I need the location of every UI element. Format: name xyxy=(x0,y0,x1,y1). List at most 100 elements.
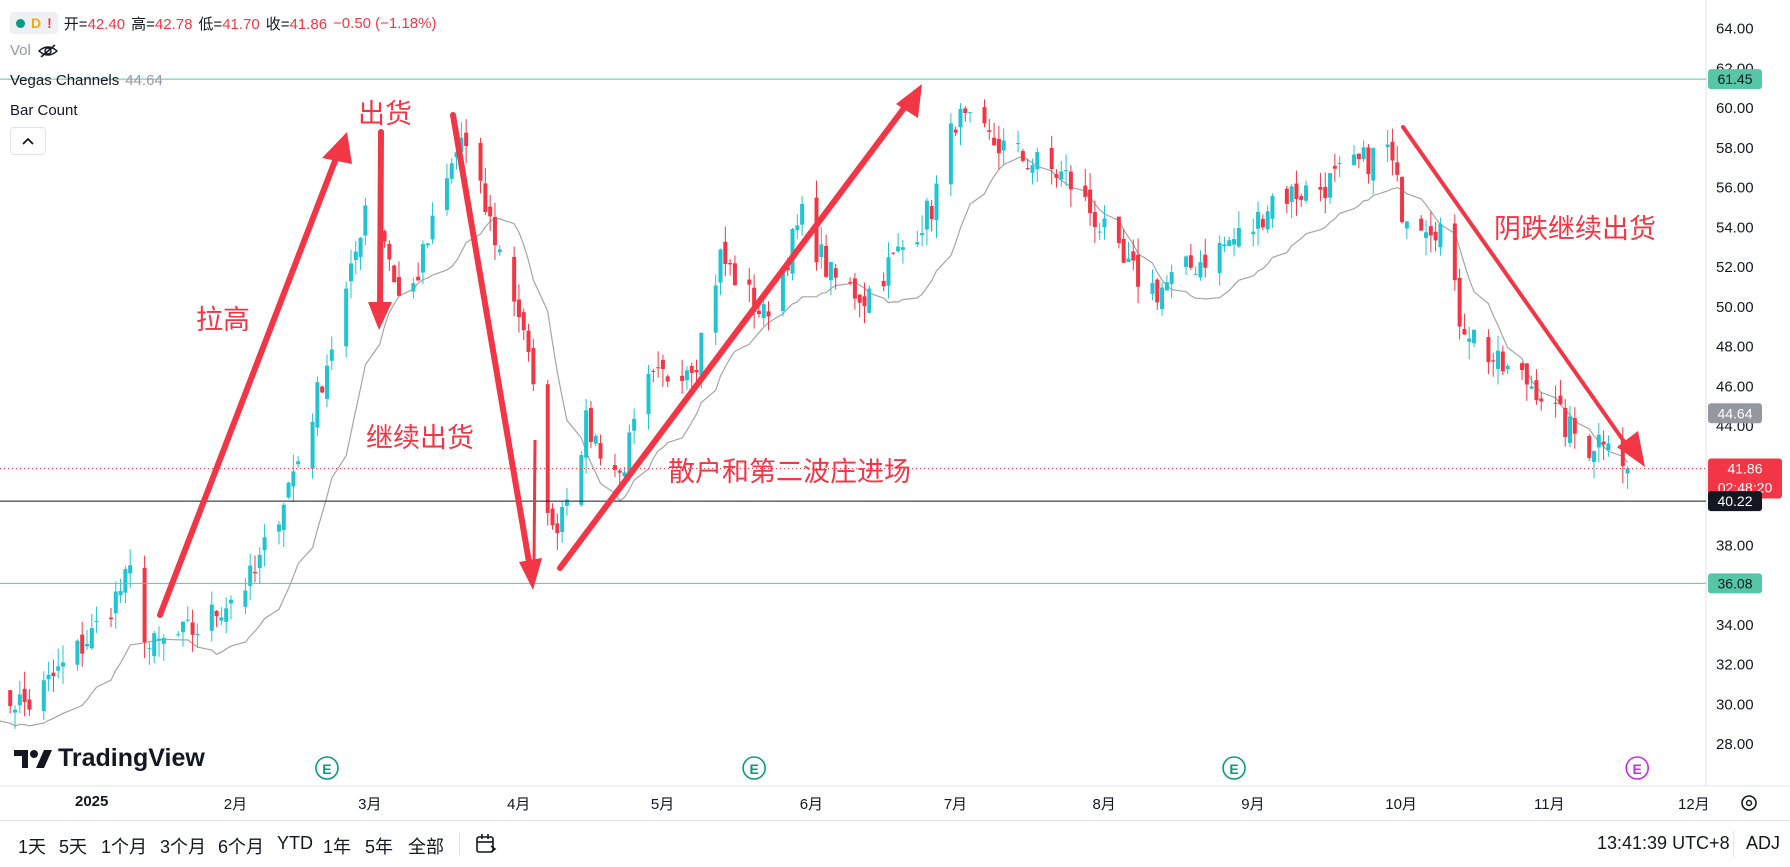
candle[interactable] xyxy=(1428,211,1433,253)
candle[interactable] xyxy=(1136,238,1141,304)
candle[interactable] xyxy=(1395,146,1400,182)
candle[interactable] xyxy=(1553,385,1558,418)
candle[interactable] xyxy=(147,642,152,665)
candle[interactable] xyxy=(1371,147,1376,195)
candle[interactable] xyxy=(612,453,617,478)
candle[interactable] xyxy=(1227,236,1232,247)
collapse-legend-button[interactable] xyxy=(10,127,46,155)
timeframe-button[interactable]: YTD xyxy=(277,833,313,853)
candle[interactable] xyxy=(1164,275,1169,291)
candle[interactable] xyxy=(195,623,200,648)
candle[interactable] xyxy=(588,400,593,449)
candle[interactable] xyxy=(550,503,555,530)
candle[interactable] xyxy=(75,639,80,671)
candle[interactable] xyxy=(17,680,22,714)
candle[interactable] xyxy=(1092,200,1097,243)
candle[interactable] xyxy=(564,488,569,517)
tradingview-logo[interactable]: TradingView xyxy=(14,744,205,773)
candle[interactable] xyxy=(1385,130,1390,163)
candle[interactable] xyxy=(1035,147,1040,182)
candle[interactable] xyxy=(1289,184,1294,219)
candle[interactable] xyxy=(593,433,598,447)
earnings-marker[interactable]: E xyxy=(315,756,339,780)
candle[interactable] xyxy=(425,242,430,249)
candle[interactable] xyxy=(747,267,752,303)
candle[interactable] xyxy=(1486,329,1491,375)
candle[interactable] xyxy=(857,294,862,318)
candle[interactable] xyxy=(1496,335,1501,385)
candle[interactable] xyxy=(142,555,147,658)
candle[interactable] xyxy=(531,338,536,392)
candle[interactable] xyxy=(483,167,488,215)
candle[interactable] xyxy=(516,284,521,333)
candle[interactable] xyxy=(1102,205,1107,240)
candle[interactable] xyxy=(598,434,603,466)
candle[interactable] xyxy=(41,671,46,721)
candle[interactable] xyxy=(1049,135,1054,185)
candle[interactable] xyxy=(248,553,253,601)
candle[interactable] xyxy=(684,366,689,390)
candle[interactable] xyxy=(996,125,1001,170)
candle[interactable] xyxy=(46,661,51,692)
candle[interactable] xyxy=(1188,243,1193,271)
timeframe-button[interactable]: 全部 xyxy=(408,837,444,857)
candle[interactable] xyxy=(1116,216,1121,249)
candle[interactable] xyxy=(22,671,27,717)
candle[interactable] xyxy=(723,226,728,277)
candle[interactable] xyxy=(89,613,94,651)
candle[interactable] xyxy=(891,252,896,256)
candle[interactable] xyxy=(1606,435,1611,457)
candle[interactable] xyxy=(1068,165,1073,207)
candle[interactable] xyxy=(632,408,637,445)
candle[interactable] xyxy=(176,631,181,637)
candle[interactable] xyxy=(1318,172,1323,202)
candle[interactable] xyxy=(584,398,589,474)
candle[interactable] xyxy=(156,626,161,657)
timeframe-button[interactable]: 1天 xyxy=(18,837,47,857)
candle[interactable] xyxy=(27,689,32,716)
candle[interactable] xyxy=(382,229,387,248)
candle[interactable] xyxy=(286,481,291,499)
candle[interactable] xyxy=(656,351,661,378)
candle[interactable] xyxy=(416,262,421,281)
candle[interactable] xyxy=(94,606,99,633)
candle[interactable] xyxy=(1472,329,1477,348)
candle[interactable] xyxy=(420,240,425,285)
candle[interactable] xyxy=(1529,375,1534,390)
candle[interactable] xyxy=(920,215,925,247)
candle[interactable] xyxy=(1304,180,1309,204)
candle[interactable] xyxy=(660,354,665,387)
candle[interactable] xyxy=(1323,172,1328,214)
candle[interactable] xyxy=(680,359,685,394)
candle[interactable] xyxy=(1505,364,1510,375)
candle[interactable] xyxy=(968,111,973,123)
candle[interactable] xyxy=(320,385,325,394)
timeframe-button[interactable]: 5天 xyxy=(59,837,88,857)
candle[interactable] xyxy=(1294,170,1299,216)
timeframe-button[interactable]: 5年 xyxy=(365,837,394,857)
candle[interactable] xyxy=(1462,313,1467,335)
candle[interactable] xyxy=(444,163,449,216)
candle[interactable] xyxy=(1025,158,1030,171)
candle[interactable] xyxy=(886,242,891,299)
candle[interactable] xyxy=(852,272,857,310)
candle[interactable] xyxy=(1054,169,1059,188)
candle[interactable] xyxy=(1126,241,1131,263)
candle[interactable] xyxy=(1088,173,1093,226)
candle[interactable] xyxy=(108,607,113,627)
candle[interactable] xyxy=(1452,214,1457,291)
candle[interactable] xyxy=(828,261,833,296)
candle[interactable] xyxy=(982,99,987,128)
candle[interactable] xyxy=(881,272,886,292)
candle[interactable] xyxy=(344,281,349,358)
candle[interactable] xyxy=(56,648,61,679)
candle[interactable] xyxy=(848,277,853,286)
candle[interactable] xyxy=(228,595,233,620)
candle[interactable] xyxy=(958,103,963,146)
vol-indicator-row[interactable]: Vol xyxy=(10,42,59,59)
candle[interactable] xyxy=(1500,345,1505,376)
candle[interactable] xyxy=(252,555,257,583)
bar-count-indicator-row[interactable]: Bar Count xyxy=(10,102,78,119)
candle[interactable] xyxy=(1558,380,1563,406)
candle[interactable] xyxy=(1020,148,1025,163)
